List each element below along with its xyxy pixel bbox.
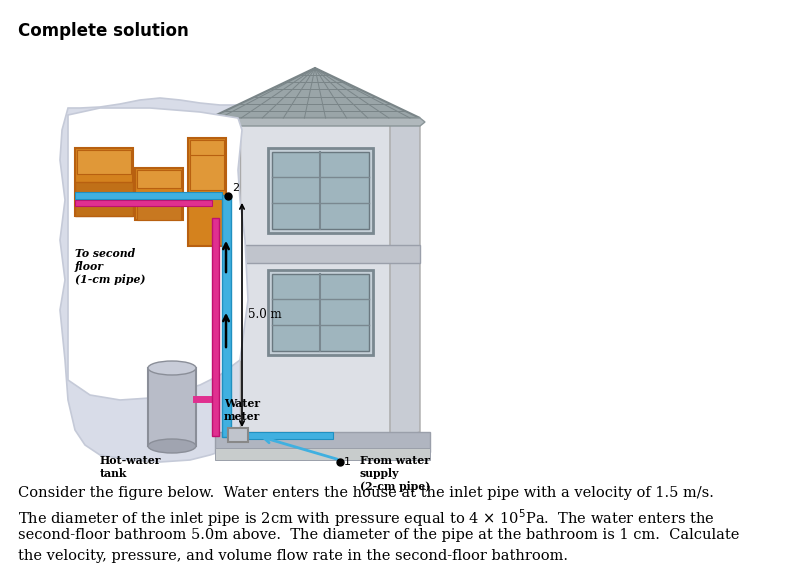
- Bar: [215, 448, 430, 460]
- Bar: [240, 245, 420, 263]
- PathPatch shape: [60, 98, 392, 462]
- Bar: [188, 138, 226, 246]
- Bar: [190, 155, 224, 190]
- Ellipse shape: [148, 361, 196, 375]
- Text: From water
supply
(2-cm pipe): From water supply (2-cm pipe): [360, 455, 430, 492]
- Bar: [190, 140, 224, 178]
- Bar: [77, 150, 131, 174]
- Bar: [268, 148, 373, 233]
- Polygon shape: [210, 68, 420, 118]
- Bar: [268, 270, 373, 355]
- Text: Consider the figure below.  Water enters the house at the inlet pipe with a velo: Consider the figure below. Water enters …: [18, 486, 714, 500]
- Polygon shape: [240, 118, 390, 440]
- Bar: [75, 192, 222, 199]
- Text: second-floor bathroom 5.0m above.  The diameter of the pipe at the bathroom is 1: second-floor bathroom 5.0m above. The di…: [18, 528, 739, 542]
- Text: 2: 2: [232, 183, 239, 193]
- Ellipse shape: [148, 439, 196, 453]
- Bar: [75, 148, 133, 216]
- Bar: [215, 432, 430, 452]
- Text: Hot-water
tank: Hot-water tank: [100, 455, 162, 479]
- Polygon shape: [68, 108, 248, 400]
- Text: Water
meter: Water meter: [224, 398, 260, 422]
- Text: 5.0 m: 5.0 m: [248, 308, 281, 322]
- Bar: [137, 194, 181, 220]
- Bar: [135, 168, 183, 220]
- Bar: [148, 368, 196, 446]
- Text: The diameter of the inlet pipe is 2cm with pressure equal to 4 $\times$ 10$^5$Pa: The diameter of the inlet pipe is 2cm wi…: [18, 507, 715, 529]
- Polygon shape: [205, 118, 425, 126]
- Bar: [272, 152, 369, 229]
- Bar: [137, 170, 181, 188]
- Bar: [222, 195, 231, 437]
- Bar: [75, 200, 212, 206]
- Polygon shape: [390, 118, 420, 440]
- Bar: [75, 182, 133, 216]
- Text: Complete solution: Complete solution: [18, 22, 189, 40]
- Text: To second
floor
(1-cm pipe): To second floor (1-cm pipe): [75, 248, 146, 284]
- Bar: [248, 432, 333, 439]
- Bar: [212, 218, 219, 436]
- Text: 1: 1: [344, 457, 351, 467]
- Bar: [228, 428, 248, 442]
- Bar: [272, 274, 369, 351]
- Text: the velocity, pressure, and volume flow rate in the second-floor bathroom.: the velocity, pressure, and volume flow …: [18, 549, 568, 563]
